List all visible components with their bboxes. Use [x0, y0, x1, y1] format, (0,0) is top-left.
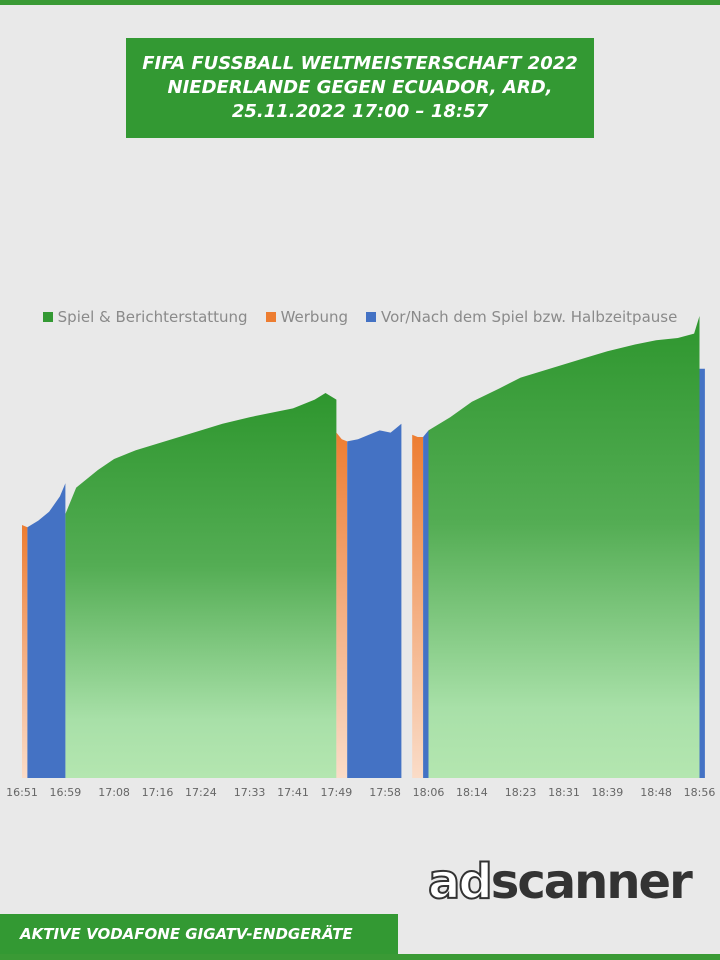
footer-label: AKTIVE VODAFONE GIGATV-ENDGERÄTE [0, 914, 398, 954]
x-tick-label: 17:24 [185, 786, 217, 799]
title-line-3: 25.11.2022 17:00 – 18:57 [231, 101, 489, 122]
x-tick-label: 17:08 [98, 786, 130, 799]
legend-item-werbung: Werbung [265, 306, 348, 328]
legend-swatch-spiel [42, 312, 53, 322]
x-tick-label: 17:49 [321, 786, 353, 799]
x-tick-label: 16:51 [6, 786, 38, 799]
legend-swatch-werbung [265, 312, 276, 322]
area-chart: 16:51 16:59 17:08 17:16 17:24 17:33 17:41 17:49… [6, 316, 715, 799]
area-halbzeit-2 [347, 423, 402, 778]
x-axis-ticks: 16:51 16:59 17:08 17:16 17:24 17:33 17:41 17:49… [6, 786, 715, 799]
area-werbung-1 [22, 525, 28, 778]
adscanner-logo: adscanner [427, 852, 693, 912]
x-tick-label: 18:23 [505, 786, 537, 799]
legend-swatch-halbzeit [365, 312, 376, 322]
x-tick-label: 18:56 [684, 786, 716, 799]
legend-label-werbung: Werbung [280, 308, 348, 326]
area-spiel-first-half [65, 393, 337, 778]
chart-title-box: FIFA FUSSBALL WELTMEISTERSCHAFT 2022 NIE… [126, 38, 594, 138]
x-tick-label: 17:16 [142, 786, 174, 799]
area-halbzeit-4 [699, 368, 705, 778]
area-werbung-3 [412, 434, 424, 778]
bottom-accent-bar [0, 954, 720, 960]
x-tick-label: 17:58 [369, 786, 401, 799]
legend-item-spiel: Spiel & Berichterstattung [42, 306, 248, 328]
top-accent-bar [0, 0, 720, 5]
area-halbzeit-3 [423, 430, 429, 778]
x-tick-label: 18:31 [548, 786, 580, 799]
legend-label-spiel: Spiel & Berichterstattung [57, 308, 248, 326]
x-tick-label: 17:33 [234, 786, 266, 799]
logo-scanner-part: scanner [490, 854, 693, 910]
area-werbung-2 [336, 432, 348, 778]
logo-ad-part: ad [427, 853, 494, 911]
x-tick-label: 16:59 [50, 786, 82, 799]
x-tick-label: 18:14 [456, 786, 488, 799]
legend-label-halbzeit: Vor/Nach dem Spiel bzw. Halbzeitpause [380, 308, 678, 326]
x-tick-label: 18:39 [592, 786, 624, 799]
area-halbzeit-1 [27, 483, 66, 778]
chart-legend: Spiel & Berichterstattung Werbung Vor/Na… [0, 306, 720, 328]
x-tick-label: 18:06 [413, 786, 445, 799]
title-line-2: NIEDERLANDE GEGEN ECUADOR, ARD, [167, 77, 553, 98]
legend-item-halbzeit: Vor/Nach dem Spiel bzw. Halbzeitpause [365, 306, 678, 328]
x-tick-label: 18:48 [640, 786, 672, 799]
title-line-1: FIFA FUSSBALL WELTMEISTERSCHAFT 2022 [142, 53, 578, 74]
x-tick-label: 17:41 [277, 786, 309, 799]
chart-areas [22, 316, 705, 778]
area-spiel-second-half [428, 316, 700, 778]
